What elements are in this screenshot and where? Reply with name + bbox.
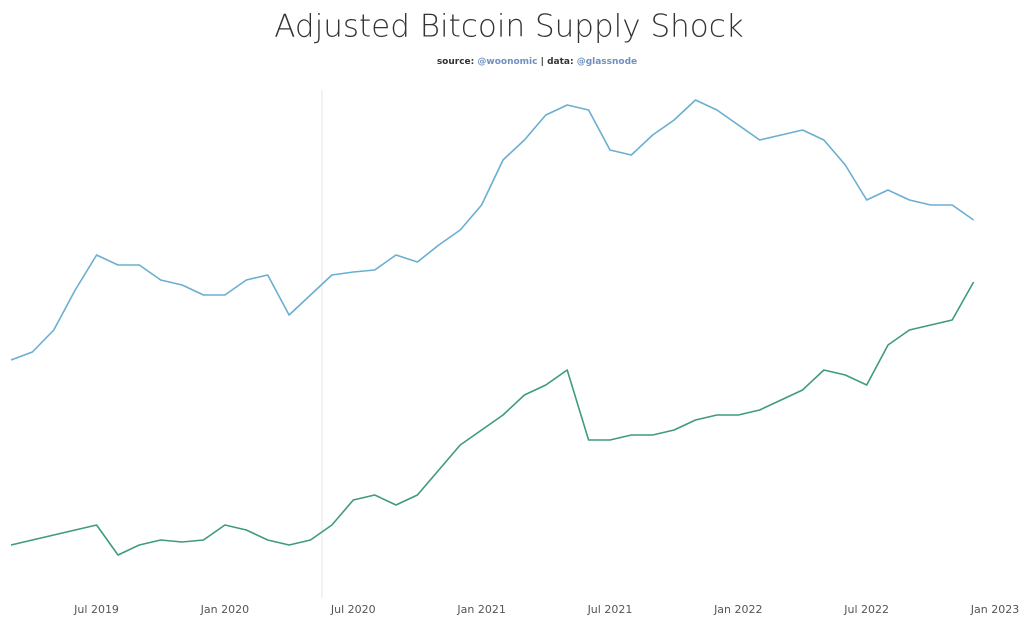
data-link[interactable]: @glassnode: [577, 57, 637, 67]
x-tick-label: Jul 2022: [843, 603, 889, 616]
data-label: data:: [547, 57, 574, 67]
x-tick-label: Jan 2021: [456, 603, 505, 616]
x-tick-label: Jan 2020: [200, 603, 249, 616]
x-tick-label: Jul 2019: [73, 603, 119, 616]
chart-subtitle: source: @woonomic | data: @glassnode: [437, 57, 637, 67]
source-link[interactable]: @woonomic: [477, 57, 537, 67]
source-label: source:: [437, 57, 474, 67]
series-line: [10, 99, 975, 361]
chart-title: Adjusted Bitcoin Supply Shock: [274, 9, 743, 45]
x-tick-label: Jan 2022: [713, 603, 762, 616]
x-tick-label: Jul 2020: [330, 603, 376, 616]
separator: |: [541, 57, 544, 67]
x-tick-label: Jan 2023: [970, 603, 1019, 616]
series-line: [10, 281, 975, 556]
x-tick-label: Jul 2021: [587, 603, 633, 616]
